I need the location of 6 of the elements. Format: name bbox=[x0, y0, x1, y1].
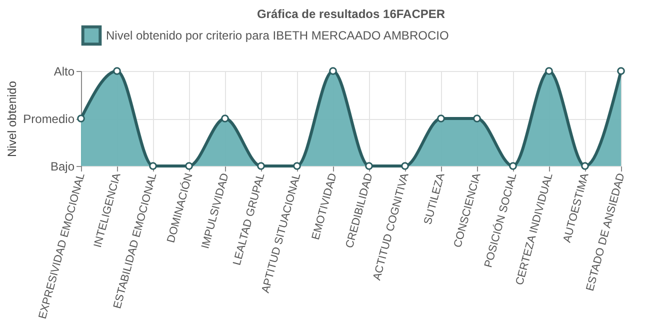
text: Alto bbox=[54, 64, 75, 78]
text: Promedio bbox=[23, 112, 75, 126]
text: Bajo bbox=[50, 160, 75, 174]
legend-label: Nivel obtenido por criterio para IBETH MERCAADO AMBROCIO bbox=[106, 28, 449, 42]
y-axis-title: Nivel obtenido bbox=[5, 80, 20, 158]
chart-title: Gráfica de resultados 16FACPER bbox=[256, 7, 446, 21]
